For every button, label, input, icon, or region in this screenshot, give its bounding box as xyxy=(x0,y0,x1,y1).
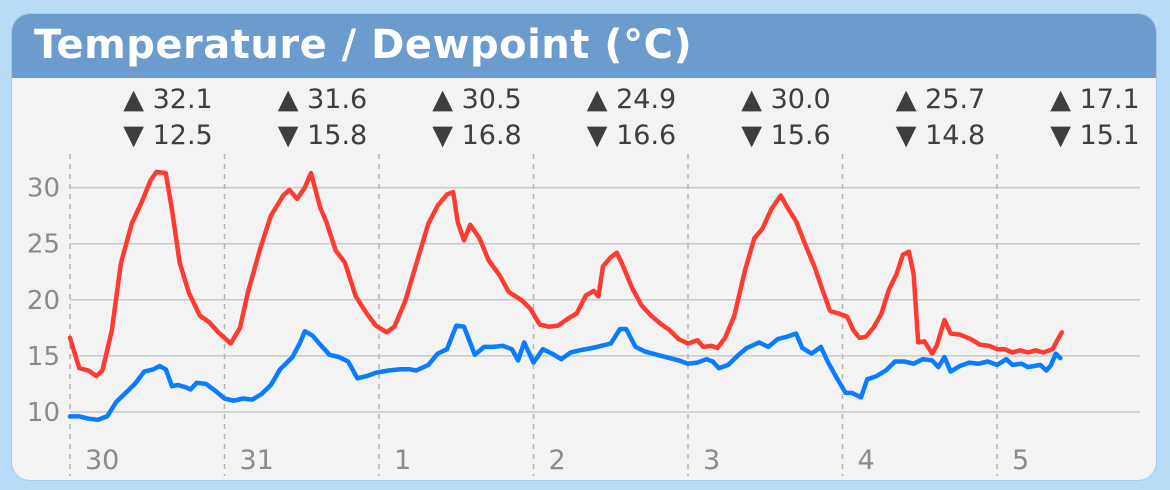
card-header: Temperature / Dewpoint (°C) xyxy=(12,14,1156,78)
y-tick-label: 10 xyxy=(27,398,60,428)
daily-low: ▼ 15.6 xyxy=(741,120,830,151)
daily-low: ▼ 12.5 xyxy=(123,120,212,151)
daily-low: ▼ 16.6 xyxy=(587,120,676,151)
chart-title: Temperature / Dewpoint (°C) xyxy=(34,22,693,68)
daily-high: ▲ 31.6 xyxy=(278,84,367,115)
dewpoint-line xyxy=(67,323,1063,423)
daily-low: ▼ 15.8 xyxy=(278,120,367,151)
daily-high: ▲ 30.5 xyxy=(432,84,521,115)
y-tick-label: 15 xyxy=(27,342,60,372)
y-tick-label: 25 xyxy=(27,230,60,260)
daily-high: ▲ 24.9 xyxy=(587,84,676,115)
daily-low: ▼ 16.8 xyxy=(432,120,521,151)
day-label: 3 xyxy=(703,445,720,476)
daily-high: ▲ 30.0 xyxy=(741,84,830,115)
daily-high: ▲ 32.1 xyxy=(123,84,212,115)
day-label: 1 xyxy=(394,445,411,476)
temperature-line xyxy=(67,169,1065,379)
daily-high: ▲ 25.7 xyxy=(896,84,985,115)
x-axis: 30 31 1 2 3 4 5 xyxy=(85,445,1029,476)
daily-low: ▼ 15.1 xyxy=(1050,120,1139,151)
y-tick-label: 20 xyxy=(27,286,60,316)
day-label: 31 xyxy=(240,445,274,476)
day-label: 2 xyxy=(549,445,566,476)
day-label: 30 xyxy=(85,445,119,476)
daily-high: ▲ 17.1 xyxy=(1050,84,1139,115)
series-lines xyxy=(67,169,1065,423)
weather-card: Temperature / Dewpoint (°C) 10 15 20 25 30 ▲… xyxy=(12,14,1156,480)
day-label: 5 xyxy=(1012,445,1029,476)
daily-high-low-stats: ▲ 32.1 ▼ 12.5 ▲ 31.6 ▼ 15.8 ▲ 30.5 ▼ 16.8 ▲ 24… xyxy=(123,84,1139,151)
chart-grid xyxy=(70,186,1140,413)
day-label: 4 xyxy=(858,445,875,476)
y-tick-label: 30 xyxy=(27,174,60,204)
y-axis: 10 15 20 25 30 xyxy=(27,174,60,428)
daily-low: ▼ 14.8 xyxy=(896,120,985,151)
